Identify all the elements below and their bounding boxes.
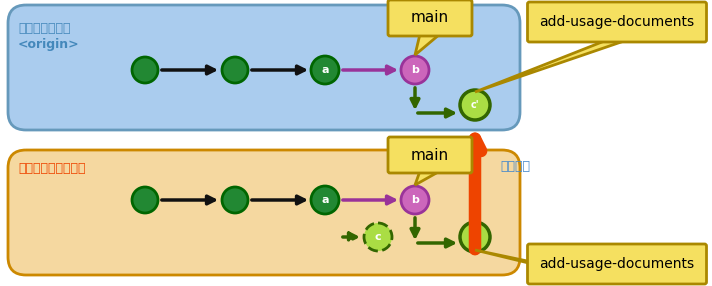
- Text: b: b: [411, 195, 419, 205]
- Text: c': c': [471, 100, 479, 110]
- FancyBboxPatch shape: [528, 244, 706, 284]
- Text: c': c': [471, 232, 479, 242]
- FancyBboxPatch shape: [528, 2, 706, 42]
- Text: main: main: [411, 11, 449, 25]
- FancyBboxPatch shape: [388, 137, 472, 173]
- Polygon shape: [475, 250, 627, 282]
- PathPatch shape: [8, 150, 520, 275]
- Circle shape: [460, 222, 490, 252]
- Text: main: main: [411, 148, 449, 162]
- Circle shape: [311, 56, 339, 84]
- Circle shape: [132, 57, 158, 83]
- FancyBboxPatch shape: [388, 0, 472, 36]
- PathPatch shape: [8, 5, 520, 130]
- Circle shape: [401, 186, 429, 214]
- Circle shape: [401, 56, 429, 84]
- Text: プッシュ: プッシュ: [500, 160, 530, 174]
- Polygon shape: [475, 40, 627, 92]
- Circle shape: [364, 223, 392, 251]
- Text: 中央リポジトリ: 中央リポジトリ: [18, 22, 70, 35]
- Circle shape: [222, 187, 248, 213]
- Text: a: a: [321, 65, 329, 75]
- Text: ローカルリポジトリ: ローカルリポジトリ: [18, 162, 85, 175]
- Text: add-usage-documents: add-usage-documents: [540, 15, 695, 29]
- Circle shape: [460, 90, 490, 120]
- Text: b: b: [411, 65, 419, 75]
- Text: c: c: [375, 232, 382, 242]
- Text: add-usage-documents: add-usage-documents: [540, 257, 695, 271]
- Circle shape: [132, 187, 158, 213]
- Circle shape: [222, 57, 248, 83]
- Text: a: a: [321, 195, 329, 205]
- Polygon shape: [415, 34, 440, 55]
- Polygon shape: [415, 171, 440, 185]
- Circle shape: [311, 186, 339, 214]
- Text: <origin>: <origin>: [18, 38, 80, 51]
